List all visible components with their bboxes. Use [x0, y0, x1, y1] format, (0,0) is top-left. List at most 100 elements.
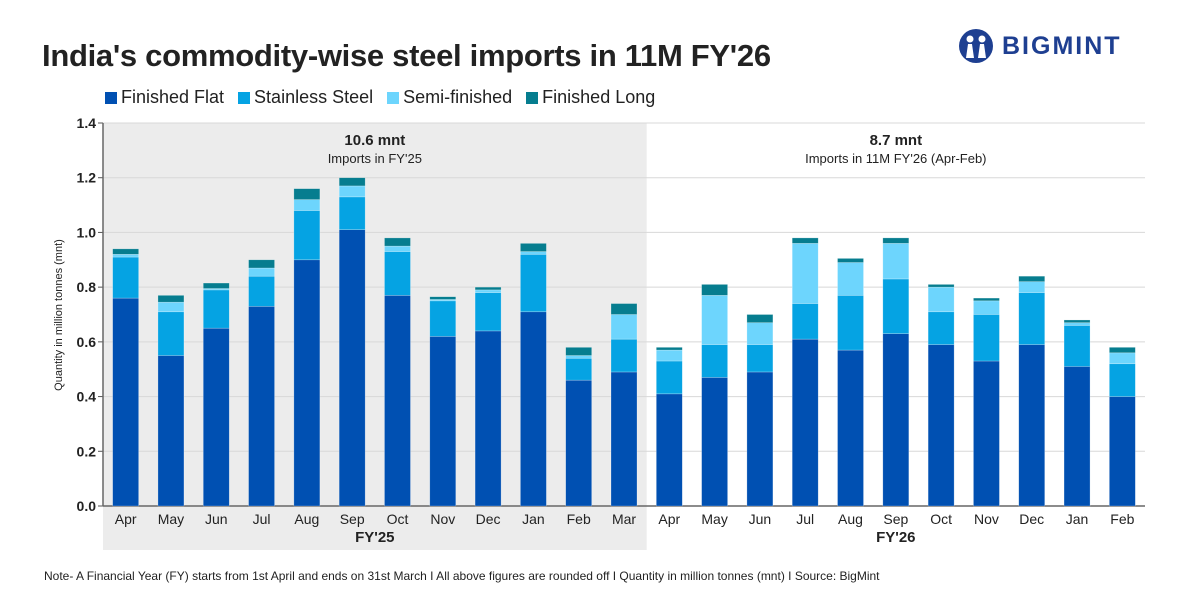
bar-segment-stainless-steel	[837, 295, 864, 351]
group-shading	[103, 123, 647, 550]
legend-swatch	[526, 91, 539, 104]
x-tick-label: Jun	[205, 511, 228, 527]
bar-segment-semi-finished	[1063, 322, 1091, 326]
logo-text: BIGMINT	[1002, 31, 1122, 60]
bigmint-logo-icon	[959, 29, 993, 63]
bar-segment-finished-flat	[338, 229, 366, 507]
x-tick-label: Jan	[522, 511, 545, 527]
bar-segment-finished-flat	[746, 371, 774, 507]
legend-item-semi-finished: Semi-finished	[387, 87, 512, 108]
bar-segment-stainless-steel	[112, 256, 139, 299]
bar-segment-stainless-steel	[248, 275, 275, 307]
bar-segment-finished-flat	[565, 379, 592, 507]
bar-segment-finished-long	[837, 258, 864, 263]
bar-segment-finished-flat	[837, 349, 864, 507]
bar-segment-stainless-steel	[293, 210, 321, 261]
bar-segment-finished-flat	[157, 355, 185, 507]
bar-segment-semi-finished	[565, 355, 592, 359]
bar-segment-finished-long	[701, 284, 728, 296]
x-tick-label: Jan	[1066, 511, 1089, 527]
bar-segment-stainless-steel	[384, 251, 411, 296]
bar-segment-stainless-steel	[1109, 363, 1136, 397]
bar-segment-stainless-steel	[1063, 325, 1091, 367]
bar-segment-finished-flat	[202, 327, 230, 507]
x-tick-label: Jul	[796, 511, 814, 527]
x-tick-label: Apr	[658, 511, 680, 527]
legend-swatch	[387, 91, 400, 104]
bar-segment-semi-finished	[293, 199, 321, 211]
bar-segment-semi-finished	[973, 300, 1000, 315]
bar-segment-semi-finished	[474, 289, 502, 293]
bar-segment-finished-flat	[1109, 396, 1136, 507]
group-total-label: 8.7 mnt	[870, 132, 923, 149]
bar-segment-finished-long	[1018, 275, 1046, 282]
x-tick-label: Sep	[340, 511, 365, 527]
bar-segment-stainless-steel	[520, 254, 547, 313]
bar-segment-finished-flat	[610, 371, 638, 507]
group-axis-label: FY'25	[355, 529, 394, 546]
bar-segment-finished-long	[474, 286, 502, 291]
bar-segment-finished-flat	[701, 377, 728, 507]
bar-segment-finished-flat	[293, 259, 321, 507]
bar-segment-semi-finished	[1109, 352, 1136, 365]
bar-segment-finished-flat	[474, 330, 502, 507]
bar-segment-stainless-steel	[973, 314, 1000, 362]
bar-segment-finished-flat	[656, 393, 683, 507]
group-total-label: 10.6 mnt	[344, 132, 405, 149]
footer-note: Note- A Financial Year (FY) starts from …	[44, 569, 880, 583]
group-axis-label: FY'26	[876, 529, 915, 546]
bar-segment-semi-finished	[882, 243, 910, 280]
bar-segment-finished-long	[338, 177, 366, 187]
bar-segment-stainless-steel	[882, 278, 910, 334]
bar-segment-semi-finished	[248, 267, 275, 277]
bar-segment-finished-long	[157, 295, 185, 303]
bar-segment-finished-flat	[1063, 366, 1091, 507]
bar-segment-finished-long	[565, 347, 592, 356]
bar-segment-finished-long	[882, 237, 910, 244]
bar-segment-semi-finished	[157, 301, 185, 313]
bar-segment-finished-long	[520, 243, 547, 252]
bar-segment-semi-finished	[384, 245, 411, 252]
legend-swatch	[238, 91, 251, 104]
bar-segment-finished-long	[1063, 319, 1091, 324]
x-tick-label: Jun	[749, 511, 772, 527]
bar-segment-finished-flat	[520, 311, 547, 507]
legend: Finished Flat Stainless Steel Semi-finishe…	[105, 87, 655, 108]
x-tick-label: Aug	[294, 511, 319, 527]
bar-segment-finished-long	[293, 188, 321, 200]
x-tick-label: Feb	[1110, 511, 1134, 527]
y-tick-label: 0.2	[77, 443, 97, 459]
bar-segment-stainless-steel	[791, 303, 819, 340]
bar-segment-semi-finished	[927, 286, 955, 313]
bar-segment-stainless-steel	[610, 338, 638, 373]
y-axis-label: Quantity in million tonnes (mnt)	[53, 239, 65, 391]
bar-segment-finished-flat	[384, 295, 411, 507]
x-tick-label: Aug	[838, 511, 863, 527]
bar-segment-finished-flat	[248, 305, 275, 507]
group-subtitle: Imports in FY'25	[328, 151, 422, 166]
logo: BIGMINT	[958, 28, 1122, 64]
bar-segment-stainless-steel	[927, 311, 955, 345]
y-tick-label: 1.0	[77, 224, 97, 240]
bar-segment-finished-long	[746, 314, 774, 324]
bar-segment-finished-long	[973, 297, 1000, 302]
y-tick-label: 0.0	[77, 498, 97, 514]
bar-segment-finished-long	[927, 284, 955, 288]
x-tick-label: Sep	[883, 511, 908, 527]
bar-segment-semi-finished	[656, 349, 683, 362]
bar-segment-finished-long	[1109, 347, 1136, 354]
legend-item-finished-flat: Finished Flat	[105, 87, 224, 108]
legend-label: Semi-finished	[403, 87, 513, 107]
x-tick-label: Oct	[930, 511, 952, 527]
legend-item-stainless-steel: Stainless Steel	[238, 87, 373, 108]
bar-segment-finished-long	[112, 248, 139, 255]
bar-segment-stainless-steel	[429, 300, 457, 337]
legend-label: Stainless Steel	[254, 87, 374, 107]
bar-segment-stainless-steel	[701, 344, 728, 378]
page-title: India's commodity-wise steel imports in …	[42, 38, 771, 73]
bar-segment-stainless-steel	[656, 360, 683, 395]
legend-item-finished-long: Finished Long	[526, 87, 655, 108]
x-tick-label: Dec	[1019, 511, 1044, 527]
